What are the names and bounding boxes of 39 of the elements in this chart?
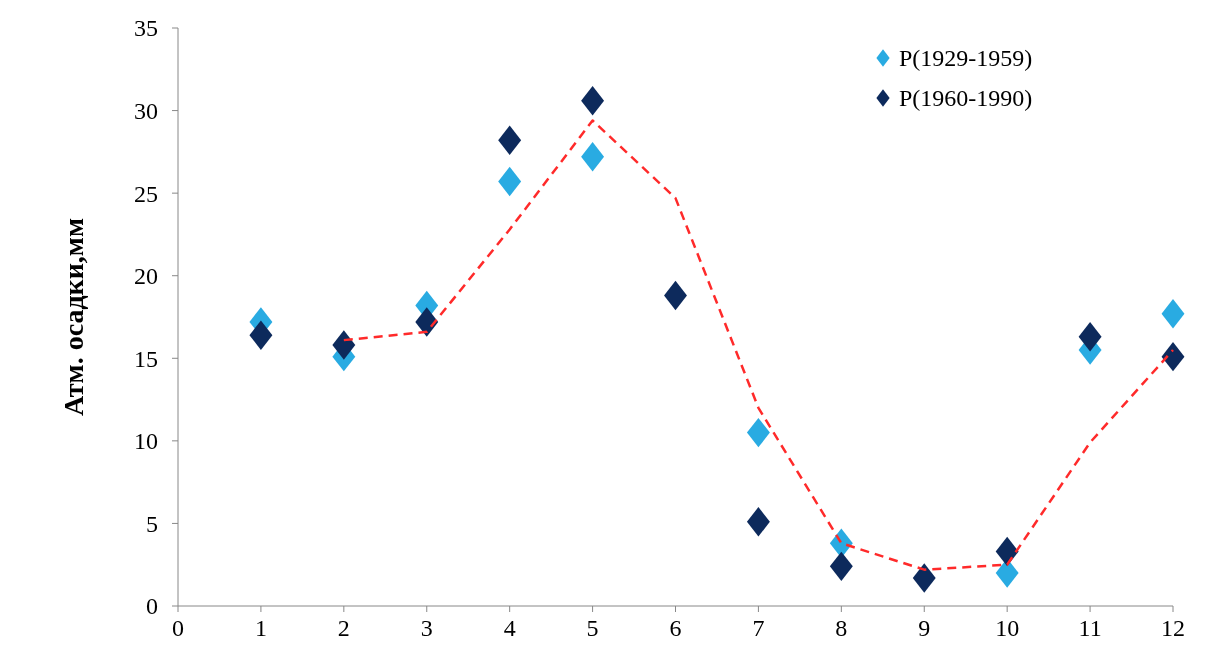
point <box>1161 298 1185 329</box>
y-tick-label: 25 <box>134 180 158 207</box>
x-tick-label: 2 <box>337 615 350 641</box>
point <box>829 551 853 582</box>
point <box>249 320 273 350</box>
x-tick-label: 6 <box>669 615 682 641</box>
x-tick-label: 5 <box>586 615 599 641</box>
point <box>746 417 770 448</box>
point <box>498 166 522 197</box>
y-tick-label: 35 <box>134 15 158 42</box>
point <box>1078 322 1102 352</box>
x-tick-label: 9 <box>918 615 931 641</box>
point <box>498 125 522 156</box>
y-tick-label: 20 <box>134 263 158 290</box>
y-tick-label: 30 <box>134 97 158 124</box>
x-tick-label: 8 <box>835 615 848 641</box>
legend-label: P(1960-1990) <box>899 85 1033 112</box>
point <box>664 280 687 311</box>
point <box>415 307 439 337</box>
point <box>912 563 936 593</box>
y-tick-label: 0 <box>146 593 158 620</box>
point <box>581 142 605 172</box>
x-tick-label: 11 <box>1078 615 1102 641</box>
x-tick-label: 1 <box>254 615 267 641</box>
x-tick-label: 10 <box>995 615 1020 641</box>
point <box>581 85 605 116</box>
x-tick-label: 0 <box>172 615 184 641</box>
y-tick-label: 5 <box>146 510 158 537</box>
legend-label: P(1929-1959) <box>899 45 1033 72</box>
x-tick-label: 3 <box>420 615 433 641</box>
x-tick-label: 12 <box>1161 615 1185 641</box>
x-tick-label: 4 <box>503 615 516 641</box>
y-tick-label: 10 <box>134 428 158 455</box>
y-tick-label: 15 <box>134 345 158 372</box>
point <box>332 330 356 360</box>
x-tick-label: 7 <box>752 615 765 641</box>
point <box>746 507 770 537</box>
y-axis-title: Атм. осадки,мм <box>58 218 89 416</box>
point <box>1161 341 1185 372</box>
